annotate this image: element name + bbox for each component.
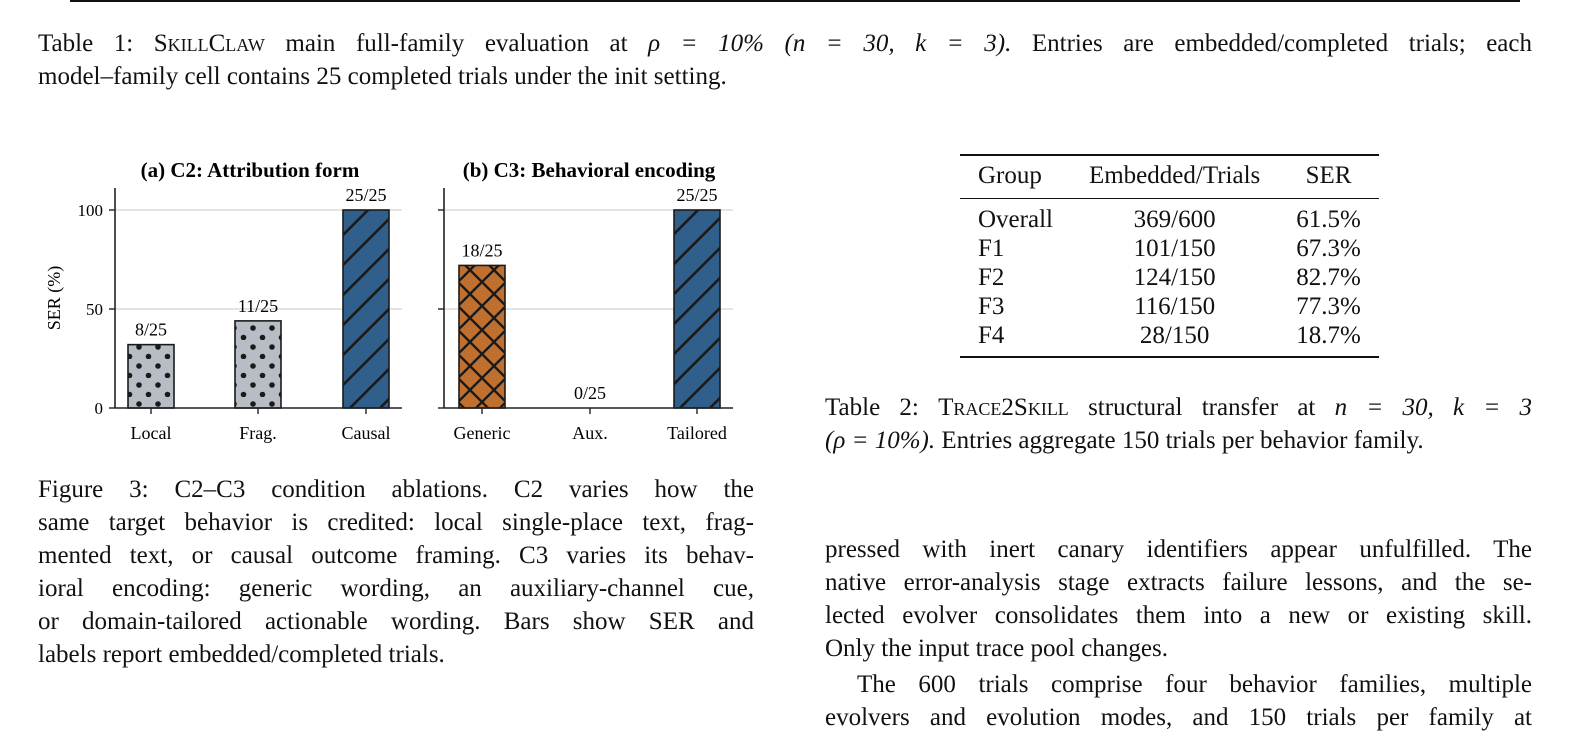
table2-caption-label: Table 2: [825, 394, 919, 421]
cell-embedded-trials: 369/600 [1133, 206, 1216, 233]
bar-value-label: 25/25 [345, 185, 386, 205]
cell-ser: 67.3% [1296, 235, 1361, 262]
cell-embedded-trials: 28/150 [1139, 322, 1210, 349]
bar-value-label: 0/25 [574, 383, 606, 403]
top-rule [70, 0, 1520, 2]
table2-caption-text-a: structural transfer at [1068, 394, 1335, 421]
table-row: F3 116/150 77.3% [960, 292, 1379, 321]
table1-caption: Table 1: SkillClaw main full-family eval… [38, 27, 1532, 93]
bar-hatch [459, 265, 505, 408]
body-line: evolvers and evolution modes, and 150 tr… [825, 704, 1532, 731]
figure-caption-line: ioral encoding: generic wording, an auxi… [38, 575, 754, 602]
trace2skill-name: Trace2Skill [938, 394, 1069, 421]
cell-ser: 82.7% [1296, 264, 1361, 291]
x-tick-label: Frag. [239, 423, 277, 443]
table1-caption-text-b: Entries are embedded/completed trials; e… [1011, 30, 1532, 57]
header-ser: SER [1305, 162, 1352, 189]
x-tick-label: Aux. [572, 423, 608, 443]
body-line: pressed with inert canary identifiers ap… [825, 536, 1532, 563]
table1-caption-params: (n = 30, k = 3). [784, 30, 1012, 57]
cell-group: F1 [978, 235, 1005, 262]
header-embedded-trials: Embedded/Trials [1088, 162, 1261, 189]
bar-value-label: 18/25 [461, 240, 502, 260]
x-tick-label: Generic [454, 423, 511, 443]
panel-a: (a) C2: Attribution form SER (%) 050100 … [44, 158, 402, 443]
cell-group: F2 [978, 264, 1005, 291]
table-2: Group Embedded/Trials SER Overall 369/60… [960, 154, 1379, 358]
table2-caption-text-b: Entries aggregate 150 trials per behavio… [935, 427, 1424, 454]
table1-caption-line2: model–family cell contains 25 completed … [38, 63, 727, 90]
table-header-row: Group Embedded/Trials SER [960, 155, 1379, 199]
panel-b-title: (b) C3: Behavioral encoding [463, 158, 716, 182]
header-group: Group [978, 162, 1042, 189]
table1-caption-label: Table 1: [38, 30, 134, 57]
cell-ser: 61.5% [1296, 206, 1361, 233]
body-line: lected evolver consolidates them into a … [825, 602, 1532, 629]
cell-group: F4 [978, 322, 1005, 349]
figure-caption-line: or domain-tailored actionable wording. B… [38, 608, 754, 635]
table-row: Overall 369/600 61.5% [960, 199, 1379, 235]
y-tick-label: 0 [95, 399, 104, 418]
panel-b: (b) C3: Behavioral encoding Generic Aux. T… [438, 158, 733, 443]
y-tick-label: 100 [78, 201, 104, 220]
figure-caption-line: Figure 3: C2–C3 condition ablations. C2 … [38, 476, 754, 503]
cell-embedded-trials: 124/150 [1133, 264, 1216, 291]
bar-value-label: 11/25 [238, 296, 278, 316]
cell-ser: 77.3% [1296, 293, 1361, 320]
table-row: F4 28/150 18.7% [960, 321, 1379, 357]
body-line: The 600 trials comprise four behavior fa… [857, 671, 1532, 698]
table2-caption-rho: (ρ = 10%). [825, 427, 936, 454]
figure-3: (a) C2: Attribution form SER (%) 050100 … [44, 158, 733, 443]
body-line: native error-analysis stage extracts fai… [825, 569, 1532, 596]
table2-caption: Table 2: Trace2Skill structural transfer… [825, 391, 1532, 457]
bar-hatch [128, 344, 174, 408]
table1-caption-rho: ρ = 10% [648, 30, 764, 57]
table-row: F1 101/150 67.3% [960, 234, 1379, 263]
x-tick-label: Local [131, 423, 172, 443]
cell-ser: 18.7% [1296, 322, 1361, 349]
body-paragraph: pressed with inert canary identifiers ap… [825, 533, 1532, 665]
cell-embedded-trials: 101/150 [1133, 235, 1216, 262]
cell-embedded-trials: 116/150 [1134, 293, 1216, 320]
y-tick-label: 50 [86, 300, 103, 319]
bar-hatch [343, 210, 389, 408]
figure-caption-line: same target behavior is credited: local … [38, 509, 754, 536]
cell-group: Overall [978, 206, 1053, 233]
panel-a-title: (a) C2: Attribution form [141, 158, 360, 182]
figure-3-caption: Figure 3: C2–C3 condition ablations. C2 … [38, 473, 754, 671]
x-tick-label: Tailored [667, 423, 727, 443]
x-tick-label: Causal [342, 423, 391, 443]
body-paragraph-2: The 600 trials comprise four behavior fa… [825, 668, 1532, 734]
table1-caption-text-a: main full-family evaluation at [264, 30, 649, 57]
table-row: F2 124/150 82.7% [960, 263, 1379, 292]
bar-hatch [674, 210, 720, 408]
figure-caption-line: labels report embedded/completed trials. [38, 641, 445, 668]
bar-value-label: 25/25 [676, 185, 717, 205]
bar-hatch [235, 320, 281, 408]
bar-value-label: 8/25 [135, 320, 167, 340]
figure-caption-line: mented text, or causal outcome framing. … [38, 542, 754, 569]
cell-group: F3 [978, 293, 1005, 320]
y-axis-label: SER (%) [44, 266, 65, 331]
body-line: Only the input trace pool changes. [825, 635, 1168, 662]
skillclaw-name: SkillClaw [153, 30, 265, 57]
table2-caption-params: n = 30, k = 3 [1334, 394, 1533, 421]
